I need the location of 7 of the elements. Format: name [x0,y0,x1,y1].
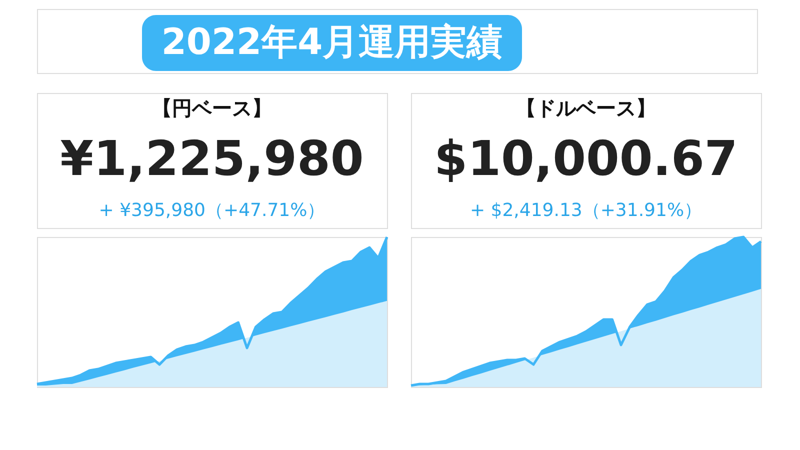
text: ¥1,225,980 [60,131,364,187]
chart-title: 【ドルベース】 [516,96,656,120]
text: 2022年4月運用実績 [161,22,503,63]
text: $10,000.67 [434,131,738,187]
text: + $2,419.13（+31.91%） [470,200,702,221]
chart-title: 【円ベース】 [152,96,272,120]
text: + ¥395,980（+47.71%） [98,200,326,221]
